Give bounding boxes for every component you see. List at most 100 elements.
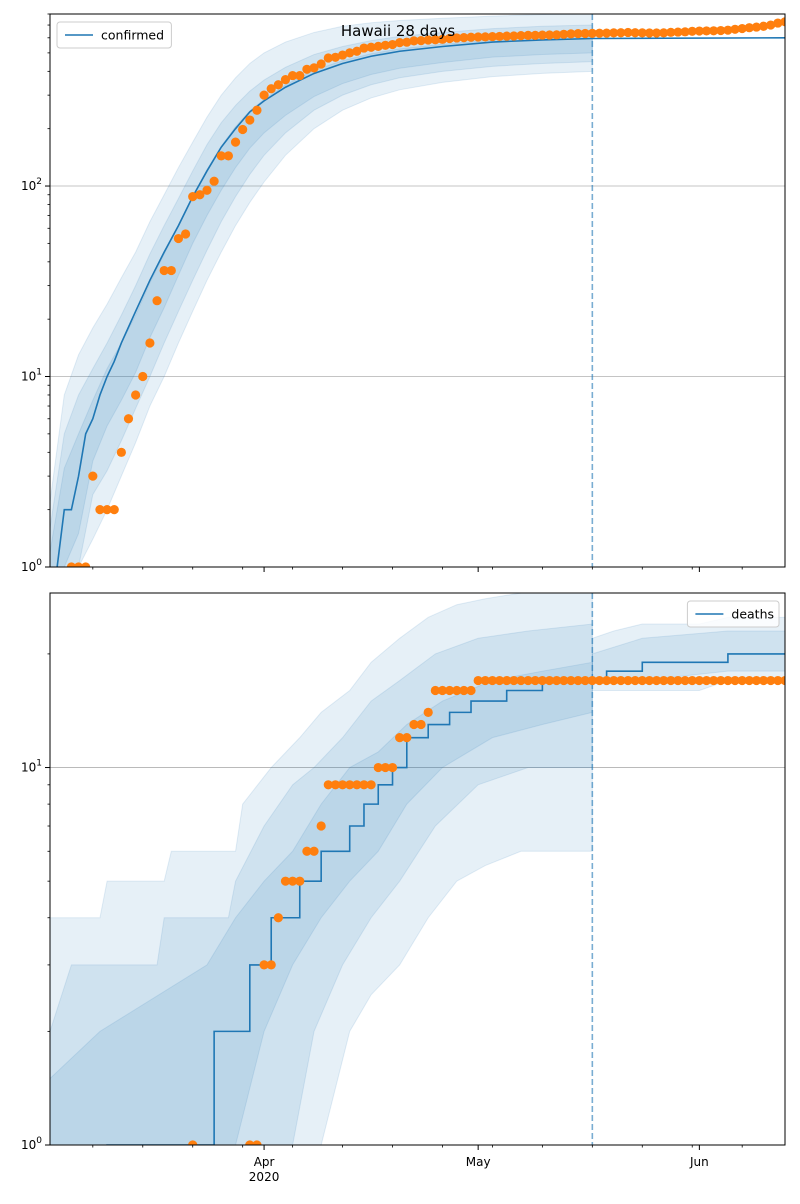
observed-point	[623, 27, 633, 38]
observed-point	[288, 70, 298, 81]
observed-point	[537, 675, 547, 686]
observed-point	[509, 675, 519, 686]
observed-point	[280, 876, 291, 886]
observed-point	[316, 821, 326, 831]
observed-point	[216, 151, 226, 161]
observed-point	[544, 675, 555, 686]
observed-point	[523, 675, 533, 686]
y-tick-exponent: 1	[36, 759, 42, 769]
observed-point	[609, 28, 619, 38]
y-tick-exponent: 0	[36, 558, 42, 568]
observed-point	[445, 33, 455, 44]
observed-point	[587, 28, 597, 38]
observed-point	[380, 40, 390, 50]
observed-point	[337, 780, 348, 790]
observed-point	[73, 562, 84, 567]
observed-point	[409, 36, 419, 46]
observed-point	[352, 46, 362, 56]
observed-point	[773, 675, 783, 686]
observed-point	[366, 780, 376, 790]
observed-point	[487, 31, 498, 42]
observed-point	[766, 20, 776, 30]
observed-point	[716, 25, 726, 36]
observed-point	[466, 685, 476, 696]
observed-point	[587, 675, 597, 686]
observed-point	[701, 675, 712, 686]
observed-point	[602, 28, 612, 38]
observed-point	[309, 63, 319, 73]
observed-point	[723, 25, 733, 35]
observed-point	[459, 33, 469, 43]
observed-point	[559, 29, 569, 39]
observed-point	[373, 762, 383, 773]
observed-point	[480, 675, 490, 686]
observed-point	[188, 192, 198, 202]
observed-point	[566, 29, 576, 39]
observed-point	[323, 53, 333, 63]
observed-point	[766, 675, 776, 686]
observed-point	[552, 30, 562, 40]
observed-point	[302, 64, 312, 74]
observed-point	[116, 447, 126, 457]
observed-point	[138, 371, 148, 382]
observed-point	[288, 876, 298, 886]
observed-point	[295, 876, 305, 886]
observed-point	[316, 59, 326, 69]
observed-point	[651, 675, 662, 686]
observed-point	[651, 28, 662, 38]
uncertainty-band-3	[591, 616, 785, 691]
observed-point	[737, 23, 747, 34]
observed-point	[602, 675, 612, 686]
y-tick-exponent: 1	[36, 368, 42, 378]
observed-point	[466, 32, 476, 42]
observed-point	[494, 675, 505, 686]
observed-point	[659, 675, 669, 686]
observed-point	[459, 685, 469, 696]
observed-point	[680, 27, 690, 37]
observed-point	[659, 28, 669, 38]
observed-point	[473, 32, 483, 42]
observed-point	[345, 48, 355, 58]
observed-point	[352, 780, 362, 790]
observed-point	[516, 31, 526, 41]
x-tick-label: Apr	[254, 1155, 275, 1169]
observed-point	[259, 90, 269, 100]
observed-point	[580, 28, 590, 39]
observed-point	[173, 233, 184, 244]
observed-point	[266, 960, 276, 970]
observed-point	[537, 30, 547, 40]
confirmed-panel-plot-area	[50, 14, 785, 567]
observed-point	[402, 733, 412, 743]
observed-point	[373, 41, 383, 51]
observed-point	[616, 675, 626, 686]
observed-point	[673, 27, 683, 37]
observed-point	[609, 675, 619, 686]
observed-point	[109, 505, 119, 515]
observed-point	[252, 1140, 262, 1145]
observed-point	[330, 780, 341, 790]
observed-point	[123, 414, 134, 424]
observed-point	[359, 43, 369, 53]
observed-point	[709, 26, 719, 36]
observed-point	[637, 28, 647, 38]
observed-point	[445, 685, 455, 696]
observed-point	[687, 675, 697, 686]
observed-point	[644, 675, 655, 686]
observed-point	[594, 675, 605, 686]
observed-point	[780, 675, 785, 686]
observed-point	[737, 675, 747, 686]
observed-point	[530, 30, 540, 40]
y-tick-exponent: 0	[36, 1136, 42, 1146]
observed-point	[330, 52, 341, 62]
observed-point	[744, 23, 754, 33]
chart-legend: confirmed	[56, 21, 172, 49]
observed-point	[673, 675, 683, 686]
observed-point	[102, 505, 112, 515]
observed-point	[709, 675, 719, 686]
observed-point	[516, 675, 526, 686]
observed-point	[395, 733, 405, 743]
